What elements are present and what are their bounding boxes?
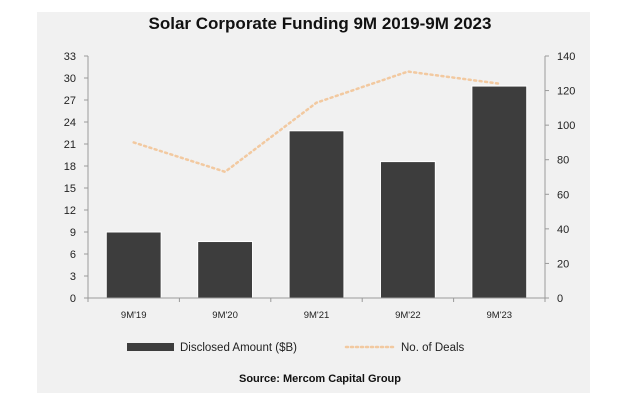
- legend-label-disclosed-amount: Disclosed Amount ($B): [180, 342, 297, 354]
- left-tick-label: 3: [70, 271, 76, 283]
- x-axis: 9M'19 9M'20 9M'21 9M'22 9M'23: [84, 297, 546, 321]
- left-axis: 0 3 6 9 12 15 18 21 24 27 30 33: [64, 51, 89, 305]
- left-tick-label: 21: [64, 139, 76, 151]
- left-tick-label: 18: [64, 161, 76, 173]
- right-tick-label: 100: [557, 120, 575, 132]
- right-tick-label: 40: [557, 224, 569, 236]
- right-axis: 0 20 40 60 80 100 120 140: [544, 51, 575, 305]
- x-tick-label: 9M'19: [121, 310, 147, 321]
- x-tick-label: 9M'22: [395, 310, 421, 321]
- x-tick-label: 9M'20: [212, 310, 238, 321]
- left-tick-label: 15: [64, 183, 76, 195]
- chart-title: Solar Corporate Funding 9M 2019-9M 2023: [148, 14, 492, 33]
- bar-9m23: [471, 85, 528, 299]
- legend-label-no-of-deals: No. of Deals: [401, 342, 465, 354]
- source-note: Source: Mercom Capital Group: [239, 373, 401, 385]
- left-tick-label: 30: [64, 73, 76, 85]
- right-tick-label: 20: [557, 258, 569, 270]
- right-tick-label: 60: [557, 189, 569, 201]
- left-tick-label: 33: [64, 51, 76, 63]
- left-tick-label: 9: [70, 227, 76, 239]
- bar-9m19: [105, 231, 162, 299]
- right-tick-label: 80: [557, 155, 569, 167]
- left-tick-label: 0: [70, 293, 76, 305]
- left-tick-label: 6: [70, 249, 76, 261]
- left-tick-label: 12: [64, 205, 76, 217]
- left-tick-label: 24: [64, 117, 76, 129]
- deals-polyline: [132, 70, 501, 174]
- deals-line: [132, 70, 501, 174]
- bar-9m20: [197, 241, 254, 299]
- x-tick-label: 9M'23: [487, 310, 513, 321]
- legend: Disclosed Amount ($B) No. of Deals: [127, 342, 465, 354]
- legend-swatch-disclosed-amount: [127, 343, 174, 351]
- x-tick-label: 9M'21: [304, 310, 330, 321]
- right-tick-label: 140: [557, 51, 575, 63]
- right-tick-label: 0: [557, 293, 563, 305]
- right-tick-label: 120: [557, 86, 575, 98]
- bar-9m21: [288, 130, 345, 299]
- bars: [105, 85, 528, 299]
- left-tick-label: 27: [64, 95, 76, 107]
- bar-9m22: [379, 161, 436, 299]
